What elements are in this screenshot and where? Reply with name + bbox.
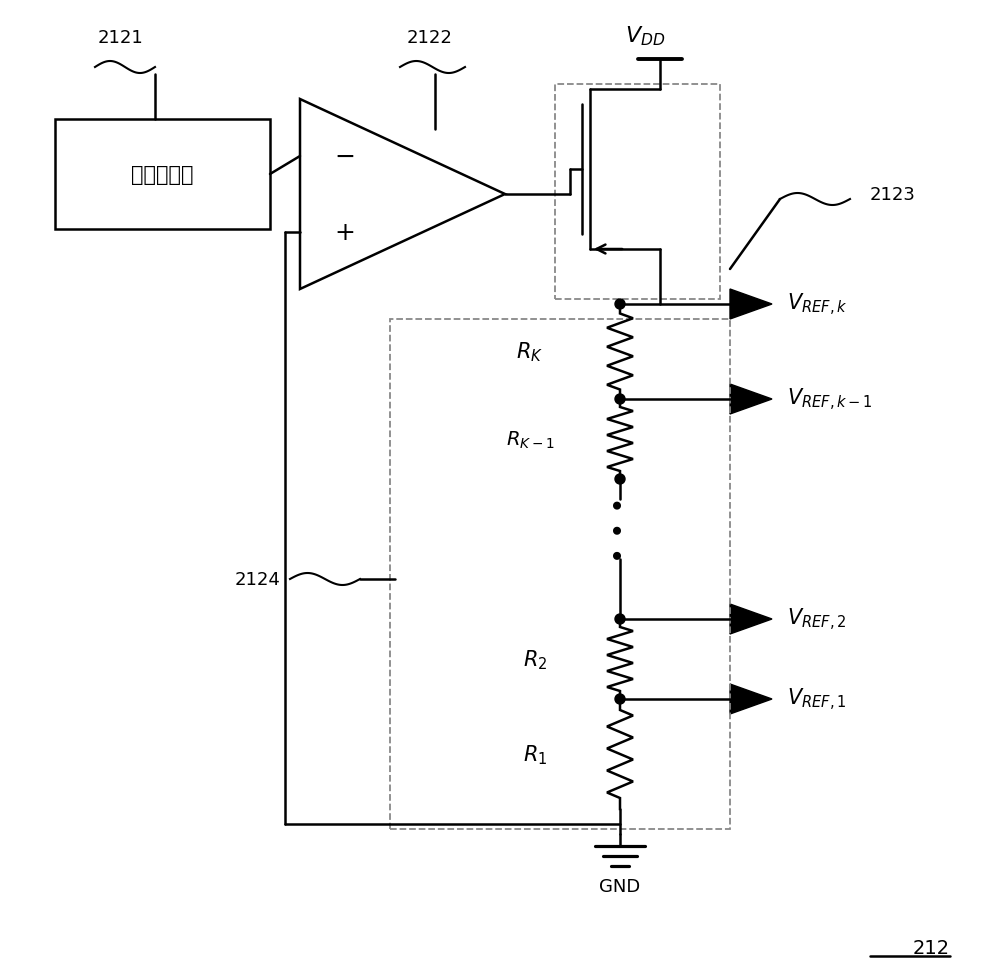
Text: $V_{REF,1}$: $V_{REF,1}$ [787, 687, 846, 712]
Text: 2122: 2122 [407, 29, 453, 47]
Text: $V_{DD}$: $V_{DD}$ [625, 24, 665, 48]
Text: GND: GND [599, 877, 641, 895]
Text: 2123: 2123 [870, 186, 916, 203]
Text: 基准电压源: 基准电压源 [131, 165, 194, 185]
Text: $R_K$: $R_K$ [516, 340, 544, 364]
Text: 2121: 2121 [97, 29, 143, 47]
Polygon shape [730, 384, 772, 415]
Text: $R_{K-1}$: $R_{K-1}$ [506, 429, 554, 450]
Text: −: − [335, 145, 356, 169]
Circle shape [615, 394, 625, 405]
Circle shape [615, 694, 625, 704]
Polygon shape [730, 685, 772, 714]
Circle shape [615, 299, 625, 310]
Text: $V_{REF,k-1}$: $V_{REF,k-1}$ [787, 386, 873, 413]
Text: $V_{REF,k}$: $V_{REF,k}$ [787, 291, 848, 318]
Text: 2124: 2124 [234, 570, 280, 589]
Text: 212: 212 [913, 939, 950, 957]
Bar [555, 85, 720, 299]
Polygon shape [730, 604, 772, 635]
Text: $R_1$: $R_1$ [523, 742, 547, 766]
Circle shape [615, 614, 625, 624]
Text: • • •: • • • [606, 496, 634, 562]
Circle shape [615, 474, 625, 484]
Bar [55, 120, 270, 230]
Text: $R_2$: $R_2$ [523, 647, 547, 671]
Bar [390, 320, 730, 829]
Text: +: + [335, 221, 355, 244]
Polygon shape [730, 289, 772, 320]
Text: $V_{REF,2}$: $V_{REF,2}$ [787, 606, 846, 633]
